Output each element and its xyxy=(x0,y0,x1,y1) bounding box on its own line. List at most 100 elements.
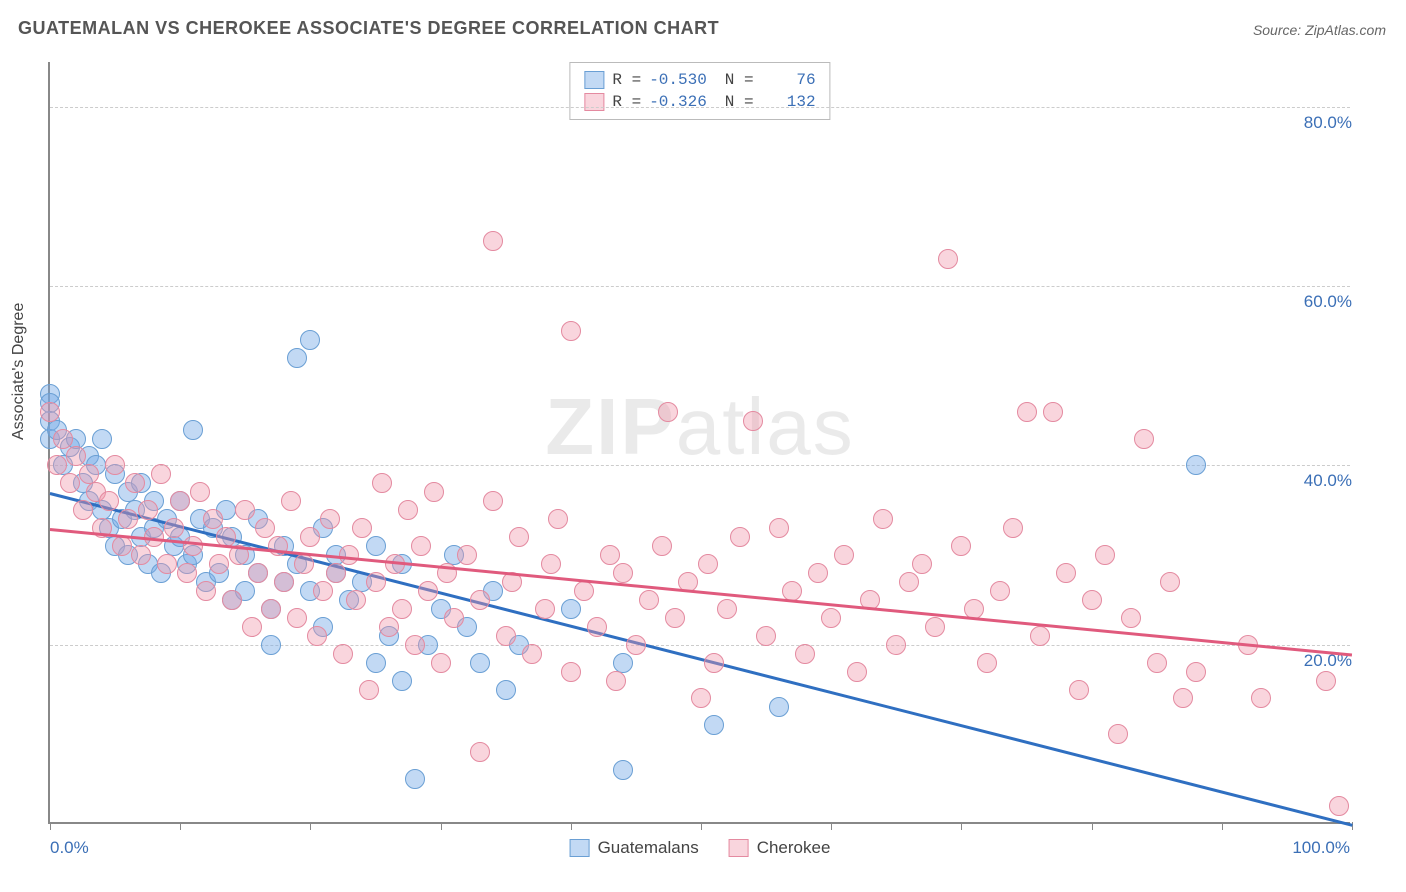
scatter-point xyxy=(561,599,581,619)
scatter-point xyxy=(274,572,294,592)
scatter-point xyxy=(496,680,516,700)
scatter-point xyxy=(203,509,223,529)
scatter-point xyxy=(821,608,841,628)
scatter-point xyxy=(613,760,633,780)
scatter-point xyxy=(177,563,197,583)
chart-container: GUATEMALAN VS CHEROKEE ASSOCIATE'S DEGRE… xyxy=(0,0,1406,892)
scatter-point xyxy=(1173,688,1193,708)
scatter-point xyxy=(606,671,626,691)
legend-swatch xyxy=(570,839,590,857)
legend-swatch xyxy=(584,93,604,111)
x-tick xyxy=(1222,822,1223,830)
scatter-point xyxy=(457,545,477,565)
x-tick xyxy=(831,822,832,830)
x-tick xyxy=(571,822,572,830)
scatter-point xyxy=(639,590,659,610)
scatter-point xyxy=(541,554,561,574)
scatter-point xyxy=(769,518,789,538)
scatter-point xyxy=(1003,518,1023,538)
scatter-point xyxy=(398,500,418,520)
scatter-point xyxy=(730,527,750,547)
scatter-point xyxy=(164,518,184,538)
scatter-point xyxy=(808,563,828,583)
scatter-point xyxy=(977,653,997,673)
scatter-point xyxy=(886,635,906,655)
scatter-point xyxy=(326,563,346,583)
scatter-point xyxy=(1134,429,1154,449)
scatter-point xyxy=(313,581,333,601)
scatter-point xyxy=(1069,680,1089,700)
x-tick xyxy=(50,822,51,830)
scatter-point xyxy=(522,644,542,664)
scatter-point xyxy=(366,572,386,592)
scatter-point xyxy=(307,626,327,646)
series-legend-item: Cherokee xyxy=(729,838,831,858)
scatter-point xyxy=(196,581,216,601)
scatter-point xyxy=(951,536,971,556)
scatter-point xyxy=(411,536,431,556)
gridline xyxy=(50,107,1350,108)
scatter-point xyxy=(561,662,581,682)
scatter-point xyxy=(261,599,281,619)
scatter-point xyxy=(535,599,555,619)
scatter-point xyxy=(366,653,386,673)
scatter-point xyxy=(1030,626,1050,646)
scatter-point xyxy=(300,527,320,547)
scatter-point xyxy=(691,688,711,708)
scatter-point xyxy=(424,482,444,502)
scatter-point xyxy=(548,509,568,529)
scatter-point xyxy=(1316,671,1336,691)
plot-area: ZIPatlas R =-0.530N =76R =-0.326N =132 G… xyxy=(48,62,1350,824)
legend-swatch xyxy=(729,839,749,857)
scatter-point xyxy=(652,536,672,556)
scatter-point xyxy=(795,644,815,664)
scatter-point xyxy=(847,662,867,682)
series-legend-item: Guatemalans xyxy=(570,838,699,858)
scatter-point xyxy=(470,742,490,762)
scatter-point xyxy=(1329,796,1349,816)
scatter-point xyxy=(405,769,425,789)
scatter-point xyxy=(925,617,945,637)
scatter-point xyxy=(483,491,503,511)
scatter-point xyxy=(658,402,678,422)
scatter-point xyxy=(912,554,932,574)
scatter-point xyxy=(352,518,372,538)
scatter-point xyxy=(1147,653,1167,673)
scatter-point xyxy=(990,581,1010,601)
scatter-point xyxy=(47,455,67,475)
scatter-point xyxy=(561,321,581,341)
scatter-point xyxy=(346,590,366,610)
scatter-point xyxy=(483,231,503,251)
source-label: Source: ZipAtlas.com xyxy=(1253,22,1386,38)
x-tick xyxy=(701,822,702,830)
series-legend: Guatemalans Cherokee xyxy=(570,838,831,858)
scatter-point xyxy=(190,482,210,502)
scatter-point xyxy=(183,536,203,556)
scatter-point xyxy=(938,249,958,269)
scatter-point xyxy=(587,617,607,637)
scatter-point xyxy=(418,581,438,601)
scatter-point xyxy=(333,644,353,664)
gridline xyxy=(50,645,1350,646)
x-tick xyxy=(441,822,442,830)
scatter-point xyxy=(339,545,359,565)
scatter-point xyxy=(600,545,620,565)
scatter-point xyxy=(294,554,314,574)
correlation-legend-row: R =-0.326N =132 xyxy=(584,91,815,113)
scatter-point xyxy=(1056,563,1076,583)
scatter-point xyxy=(242,617,262,637)
scatter-point xyxy=(170,491,190,511)
scatter-point xyxy=(392,671,412,691)
correlation-legend: R =-0.530N =76R =-0.326N =132 xyxy=(569,62,830,120)
scatter-point xyxy=(1121,608,1141,628)
scatter-point xyxy=(704,653,724,673)
y-axis-title: Associate's Degree xyxy=(10,303,28,440)
scatter-point xyxy=(743,411,763,431)
legend-swatch xyxy=(584,71,604,89)
scatter-point xyxy=(131,545,151,565)
y-tick-label: 60.0% xyxy=(1292,292,1352,312)
scatter-point xyxy=(248,563,268,583)
scatter-point xyxy=(40,402,60,422)
scatter-point xyxy=(626,635,646,655)
scatter-point xyxy=(379,617,399,637)
